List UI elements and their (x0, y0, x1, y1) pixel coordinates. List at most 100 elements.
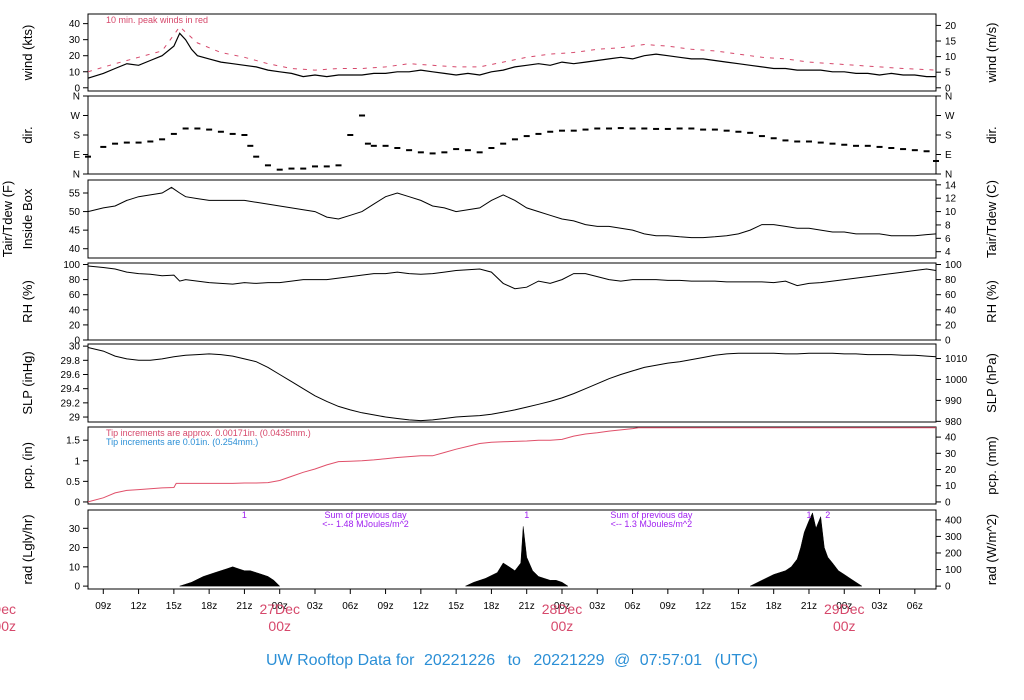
dir-point (933, 160, 939, 162)
dir-point (135, 141, 142, 144)
dir-point (229, 132, 236, 135)
dir-point (629, 127, 636, 130)
temp-right-tick-label: 8 (945, 220, 951, 231)
slp-left-axis-title: SLP (inHg) (20, 351, 35, 414)
dir-point (382, 144, 389, 147)
day-label-date: 26Dec (0, 601, 16, 617)
dir-point (417, 151, 424, 154)
dir-right-tick-label: W (945, 111, 955, 122)
dir-point (582, 128, 589, 131)
time-tick-label: 00z (554, 601, 570, 612)
slp-right-tick-label: 980 (945, 417, 962, 428)
wind-right-tick-label: 20 (945, 21, 957, 32)
dir-point (311, 165, 318, 168)
dir-point (511, 138, 518, 141)
day-label-hour: 00z (268, 618, 291, 634)
dir-point (159, 138, 166, 141)
pcp-right-tick-label: 30 (945, 449, 957, 460)
dir-point (241, 134, 248, 136)
time-tick-label: 21z (519, 601, 535, 612)
dir-point (641, 127, 648, 130)
rad-left-tick-label: 10 (69, 562, 81, 573)
temp-frame (87, 179, 937, 259)
rad-annotation: Sum of previous day (610, 510, 693, 520)
dir-point (864, 144, 871, 147)
rad-left-tick-label: 30 (69, 524, 81, 535)
wind-frame (87, 13, 937, 92)
temp-left-tick-label: 45 (69, 226, 81, 237)
rh-left-tick-label: 100 (63, 260, 80, 271)
time-tick-label: 18z (201, 601, 217, 612)
temp-left-tick-label: 55 (69, 189, 81, 200)
dir-point (264, 164, 271, 167)
dir-point (770, 137, 777, 140)
dir-point (429, 152, 436, 155)
wind-left-tick-label: 20 (69, 51, 81, 62)
rad-right-axis-title: rad (W/m^2) (984, 514, 999, 585)
temp-right-tick-label: 6 (945, 234, 951, 245)
slp-left-tick-label: 29.8 (61, 356, 81, 367)
footer-title: UW Rooftop Data for 20221226 to 20221229… (266, 652, 758, 669)
rad-right-tick-label: 300 (945, 532, 962, 543)
slp-right-axis-title: SLP (hPa) (984, 353, 999, 413)
time-tick-label: 03z (307, 601, 323, 612)
dir-right-tick-label: N (945, 92, 952, 103)
slp-left-tick-label: 29.2 (61, 398, 81, 409)
footer-start-date: 20221226 (424, 652, 495, 669)
rad-area (750, 512, 863, 587)
dir-point (606, 127, 613, 130)
dir-point (700, 128, 707, 131)
pcp-left-tick-label: 0 (74, 497, 80, 508)
time-tick-label: 09z (660, 601, 676, 612)
pcp-right-axis-title: pcp. (mm) (984, 436, 999, 495)
temp-right-tick-label: 10 (945, 207, 957, 218)
dir-point (288, 167, 295, 170)
slp-series (87, 347, 937, 422)
dir-point (841, 143, 848, 146)
rh-left-tick-label: 40 (69, 305, 81, 316)
dir-point (911, 149, 918, 152)
pcp-left-axis-title: pcp. (in) (20, 442, 35, 489)
rad-left-tick-label: 0 (74, 582, 80, 593)
time-tick-label: 09z (378, 601, 394, 612)
dir-point (535, 132, 542, 135)
time-tick-label: 18z (483, 601, 499, 612)
rad-frame (87, 509, 937, 590)
dir-left-tick-label: W (71, 111, 81, 122)
dir-point (594, 127, 601, 130)
temp-left-tick-label: 50 (69, 207, 81, 218)
rad-right-tick-label: 200 (945, 548, 962, 559)
temp-series (87, 186, 937, 239)
dir-point (182, 127, 189, 130)
dir-point (453, 148, 460, 151)
rh-left-tick-label: 20 (69, 320, 81, 331)
wind-right-tick-label: 15 (945, 37, 957, 48)
dir-point (523, 135, 530, 138)
dir-right-axis-title: dir. (984, 126, 999, 143)
rh-right-tick-label: 40 (945, 305, 957, 316)
dir-point (147, 140, 154, 143)
dir-point (488, 147, 495, 149)
dir-point (359, 114, 366, 117)
rad-annotation: <-- 1.3 MJoules/m^2 (611, 519, 693, 529)
slp-right-tick-label: 1010 (945, 354, 968, 365)
time-tick-label: 03z (589, 601, 605, 612)
slp-left-tick-label: 30 (69, 342, 81, 353)
slp-right-tick-label: 990 (945, 396, 962, 407)
time-tick-label: 12z (413, 601, 429, 612)
dir-point (364, 142, 371, 145)
wind-left-tick-label: 10 (69, 67, 81, 78)
temp-left-axis-title-2: Inside Box (20, 188, 35, 249)
slp-right-tick-label: 1000 (945, 375, 968, 386)
wind-right-tick-label: 10 (945, 52, 957, 63)
pcp-left-tick-label: 1 (74, 456, 80, 467)
rh-right-tick-label: 100 (945, 260, 962, 271)
dir-left-axis-title: dir. (20, 126, 35, 143)
time-tick-label: 00z (272, 601, 288, 612)
footer-title-prefix: UW Rooftop Data for (266, 652, 415, 669)
time-tick-label: 06z (624, 601, 640, 612)
rh-left-tick-label: 0 (74, 336, 80, 347)
rad-left-axis-title: rad (Lgly/hr) (20, 514, 35, 584)
time-tick-label: 12z (695, 601, 711, 612)
wind-speed-series (87, 32, 936, 79)
